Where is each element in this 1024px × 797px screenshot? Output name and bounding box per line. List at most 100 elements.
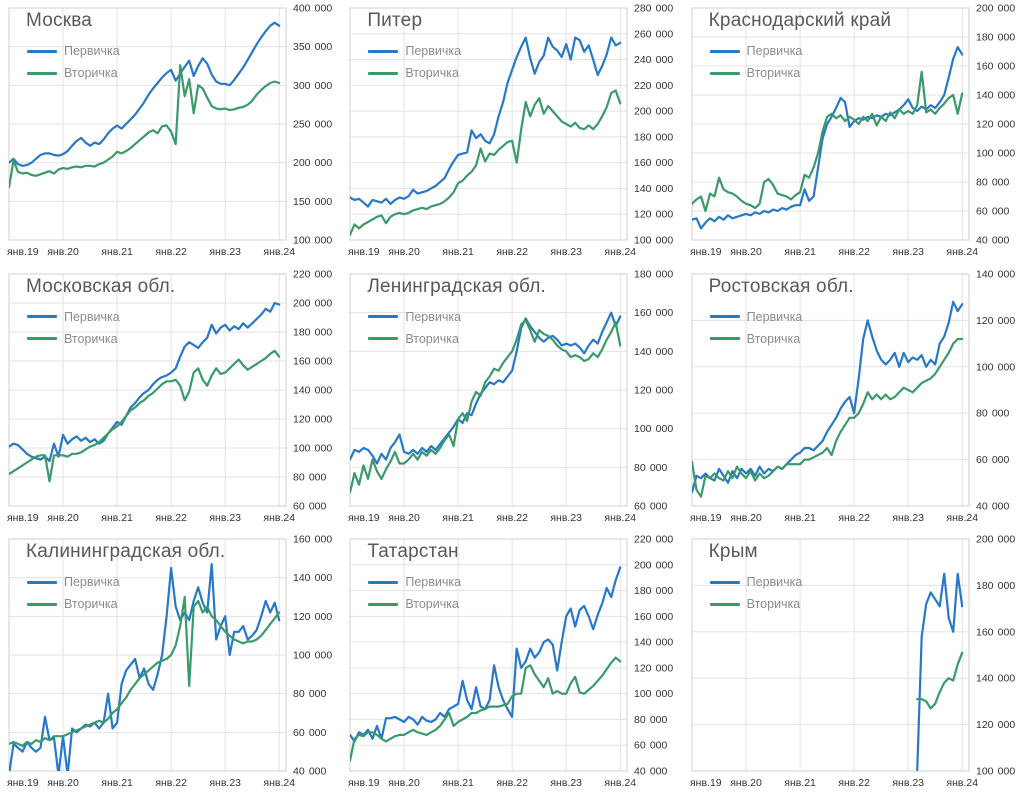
legend-line-swatch-primary xyxy=(27,315,57,319)
y-axis-tick-label: 160 000 xyxy=(976,61,1015,72)
plot-border xyxy=(691,7,970,241)
legend-item-pervichka: Первичка xyxy=(368,571,461,593)
y-axis-tick-label: 120 000 xyxy=(293,612,332,623)
y-axis-tick-label: 40 000 xyxy=(293,767,327,778)
secondary-series-line xyxy=(691,70,963,213)
x-axis-tick-label: янв.23 xyxy=(209,778,241,789)
x-axis-tick-label: янв.22 xyxy=(155,513,187,524)
y-axis-tick-label: 200 000 xyxy=(976,535,1015,546)
x-axis-tick-label: янв.21 xyxy=(443,513,475,524)
legend-line-swatch-secondary xyxy=(709,602,740,606)
y-axis-tick-label: 400 000 xyxy=(293,3,332,14)
y-axis-tick-label: 80 000 xyxy=(293,472,327,483)
y-axis-tick-label: 100 000 xyxy=(976,362,1015,373)
y-axis-tick-label: 100 000 xyxy=(634,235,673,246)
chart-panel-3: 40 000 60 000 80 000 100 000 120 000 140 000 1… xyxy=(683,0,1024,266)
chart-title: Калининградская обл. xyxy=(26,541,226,563)
x-axis-tick-label: янв.19 xyxy=(7,247,39,258)
y-axis-tick-label: 60 000 xyxy=(293,728,327,739)
chart-canvas: 100 000 120 000 140 000 160 000 180 000 200 0… xyxy=(348,3,673,258)
legend-label-secondary: Вторичка xyxy=(64,331,118,346)
x-axis-tick-label: янв.21 xyxy=(784,778,816,789)
y-axis-tick-label: 200 000 xyxy=(634,107,673,118)
secondary-series-line xyxy=(350,656,622,763)
y-axis-tick-label: 120 000 xyxy=(293,414,332,425)
y-axis-tick-label: 180 000 xyxy=(634,586,673,597)
y-axis-tick-label: 180 000 xyxy=(634,269,673,280)
y-axis-tick-label: 40 000 xyxy=(634,767,668,778)
y-axis-tick-label: 220 000 xyxy=(634,535,673,546)
x-axis-tick-label: янв.19 xyxy=(690,513,722,524)
x-axis-tick-label: янв.23 xyxy=(209,247,241,258)
legend-line-swatch-secondary xyxy=(27,602,57,606)
plot-border xyxy=(691,538,970,772)
y-axis-tick-label: 220 000 xyxy=(634,81,673,92)
legend-line-swatch-secondary xyxy=(709,337,740,341)
x-axis-tick-label: янв.19 xyxy=(348,513,380,524)
x-axis-tick-label: янв.20 xyxy=(47,778,79,789)
legend-label-secondary: Вторичка xyxy=(64,66,118,80)
chart-panel-1: 100 000 150 000 200 000 250 000 300 000 350 0… xyxy=(0,0,341,266)
x-axis-tick-label: янв.21 xyxy=(101,778,133,789)
y-axis-tick-label: 140 000 xyxy=(976,674,1015,685)
chart-title: Москва xyxy=(26,10,93,31)
legend-item-pervichka: Первичка xyxy=(27,40,120,62)
y-axis-tick-label: 180 000 xyxy=(976,32,1015,43)
x-axis-tick-label: янв.19 xyxy=(7,778,39,789)
y-axis-tick-label: 60 000 xyxy=(976,206,1010,217)
primary-series-line xyxy=(9,301,281,462)
y-axis-tick-label: 300 000 xyxy=(293,81,332,92)
y-axis-tick-label: 220 000 xyxy=(293,269,332,280)
x-axis-tick-label: янв.19 xyxy=(7,513,39,524)
y-axis-tick-label: 100 000 xyxy=(976,148,1015,159)
y-axis-tick-label: 160 000 xyxy=(634,308,673,319)
y-axis-tick-label: 150 000 xyxy=(293,197,332,208)
legend-item-pervichka: Первичка xyxy=(27,306,120,328)
y-axis-tick-label: 120 000 xyxy=(634,210,673,221)
y-axis-tick-label: 200 000 xyxy=(293,158,332,169)
x-axis-tick-label: янв.21 xyxy=(101,513,133,524)
y-axis-tick-label: 240 000 xyxy=(634,55,673,66)
legend-line-swatch-primary xyxy=(368,580,399,584)
y-axis-tick-label: 120 000 xyxy=(976,316,1015,327)
y-axis-tick-label: 200 000 xyxy=(976,3,1015,14)
x-axis-tick-label: янв.22 xyxy=(838,247,870,258)
chart-canvas: 60 000 80 000 100 000 120 000 140 000 160 000… xyxy=(7,269,332,524)
x-axis-tick-label: янв.23 xyxy=(892,513,924,524)
chart-canvas: 40 000 60 000 80 000 100 000 120 000 140 000 1… xyxy=(348,535,673,789)
y-axis-tick-label: 260 000 xyxy=(634,29,673,40)
y-axis-tick-label: 140 000 xyxy=(976,269,1015,280)
plot-border xyxy=(349,7,628,241)
x-axis-tick-label: янв.23 xyxy=(551,778,583,789)
chart-title: Крым xyxy=(708,541,758,563)
x-axis-tick-label: янв.24 xyxy=(605,247,637,258)
y-axis-tick-label: 200 000 xyxy=(293,298,332,309)
legend-item-vtorichka: Вторичка xyxy=(368,62,461,84)
legend-line-swatch-secondary xyxy=(27,71,57,75)
legend-line-swatch-primary xyxy=(709,580,740,584)
y-axis-tick-label: 140 000 xyxy=(976,90,1015,101)
chart-legend: Первичка Вторичка xyxy=(709,40,803,84)
chart-legend: Первичка Вторичка xyxy=(27,40,120,84)
legend-label-secondary: Вторичка xyxy=(746,597,801,612)
legend-label-secondary: Вторичка xyxy=(405,331,459,346)
chart-legend: Первичка Вторичка xyxy=(709,571,802,615)
legend-item-vtorichka: Вторичка xyxy=(709,62,803,84)
x-axis-tick-label: янв.22 xyxy=(155,247,187,258)
y-axis-tick-label: 140 000 xyxy=(634,346,673,357)
legend-item-pervichka: Первичка xyxy=(709,571,802,593)
y-axis-tick-label: 60 000 xyxy=(634,501,668,512)
x-axis-tick-label: янв.21 xyxy=(443,778,475,789)
x-axis-tick-label: янв.20 xyxy=(47,247,79,258)
x-axis-tick-label: янв.22 xyxy=(838,778,870,789)
legend-line-swatch-primary xyxy=(368,49,399,53)
secondary-series-line xyxy=(915,651,963,710)
legend-item-vtorichka: Вторичка xyxy=(368,328,461,350)
legend-label-primary: Первичка xyxy=(64,309,120,324)
legend-item-pervichka: Первичка xyxy=(368,40,461,62)
y-axis-tick-label: 100 000 xyxy=(976,767,1015,778)
chart-panel-2: 100 000 120 000 140 000 160 000 180 000 200 0… xyxy=(341,0,682,266)
chart-title: Питер xyxy=(367,10,423,31)
legend-label-primary: Первичка xyxy=(746,309,803,324)
legend-line-swatch-secondary xyxy=(709,71,740,75)
